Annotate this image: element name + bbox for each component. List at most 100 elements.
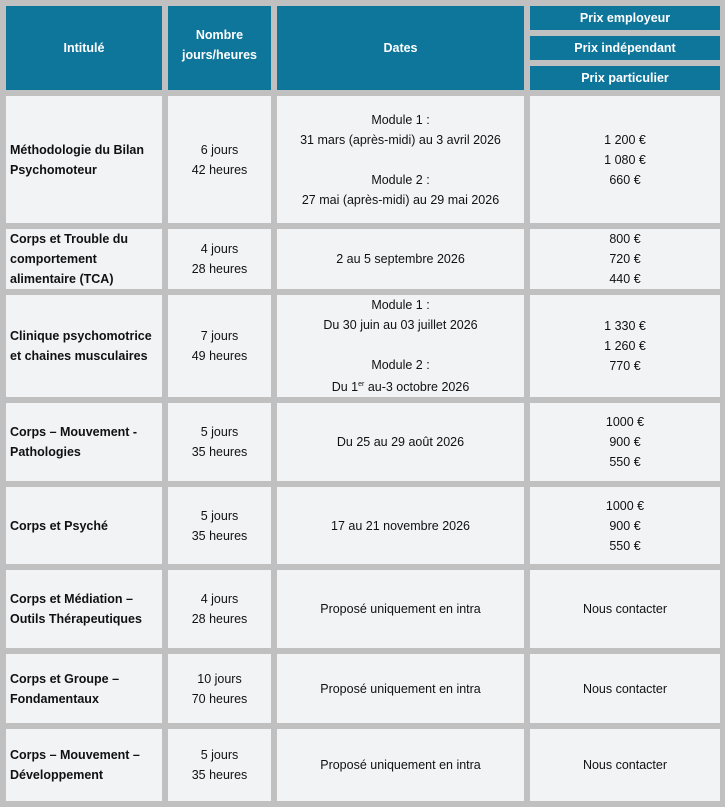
- course-prices: 1 200 € 1 080 € 660 €: [530, 96, 720, 223]
- course-title-line: Corps – Mouvement -: [10, 425, 138, 440]
- course-dates-line: 17 au 21 novembre 2026: [331, 518, 470, 533]
- table-row: Corps et Médiation – Outils Thérapeutique…: [6, 570, 720, 649]
- course-duration-line: 35 heures: [191, 445, 248, 460]
- course-prices-line: 900 €: [609, 435, 641, 450]
- course-duration-line: 4 jours: [200, 242, 239, 256]
- course-title: Méthodologie du Bilan Psychomoteur: [6, 96, 162, 223]
- course-duration: 7 jours 49 heures: [168, 295, 271, 398]
- course-dates: Proposé uniquement en intra: [277, 654, 524, 724]
- course-title: Corps – Mouvement - Pathologies: [6, 403, 162, 482]
- course-title-line: Corps et Psyché: [10, 518, 108, 533]
- course-prices-line: 1 330 €: [604, 319, 646, 334]
- course-duration-line: 49 heures: [191, 349, 248, 364]
- course-dates: 2 au 5 septembre 2026: [277, 229, 524, 289]
- course-title-line: Corps et Médiation –: [10, 592, 133, 607]
- course-dates-line: Module 2 :: [371, 172, 430, 187]
- course-duration-line: 35 heures: [191, 768, 248, 783]
- course-duration-line: 35 heures: [191, 528, 248, 543]
- course-duration-line: 6 jours: [200, 142, 239, 157]
- table-row: Corps – Mouvement - Pathologies 5 jours 35 …: [6, 403, 720, 482]
- course-duration-line: 5 jours: [200, 425, 239, 440]
- course-dates-line: Proposé uniquement en intra: [320, 758, 481, 773]
- course-prices-line: 720 €: [609, 252, 641, 266]
- course-dates-line: [281, 335, 520, 355]
- header-duration-line: jours/heures: [181, 48, 258, 62]
- course-duration-line: 28 heures: [191, 612, 248, 627]
- course-title: Corps et Trouble du comportement alimentai…: [6, 229, 162, 289]
- course-dates-line: Du 25 au 29 août 2026: [336, 435, 465, 450]
- course-prices-line: Nous contacter: [582, 681, 668, 696]
- course-title: Clinique psychomotrice et chaines muscula…: [6, 295, 162, 398]
- course-dates-line: Proposé uniquement en intra: [320, 681, 481, 696]
- course-duration-line: 7 jours: [200, 329, 239, 344]
- course-dates: Proposé uniquement en intra: [277, 729, 524, 802]
- header-dates: Dates: [277, 6, 524, 90]
- course-prices-line: 1 260 €: [604, 339, 646, 354]
- course-title-line: Corps et Groupe –: [10, 671, 120, 686]
- course-title: Corps – Mouvement – Développement: [6, 729, 162, 802]
- course-dates-line: [281, 150, 520, 170]
- course-prices: 1000 € 900 € 550 €: [530, 403, 720, 482]
- course-title: Corps et Médiation – Outils Thérapeutique…: [6, 570, 162, 649]
- course-prices-line: 660 €: [609, 172, 641, 187]
- date-part: Du 1: [331, 380, 359, 395]
- course-prices-line: 550 €: [609, 455, 641, 470]
- course-duration: 6 jours 42 heures: [168, 96, 271, 223]
- course-duration: 10 jours 70 heures: [168, 654, 271, 724]
- course-title-line: alimentaire (TCA): [10, 272, 114, 286]
- header-duration-line: Nombre: [195, 28, 244, 42]
- course-dates-line: 2 au 5 septembre 2026: [336, 252, 465, 266]
- course-prices: Nous contacter: [530, 570, 720, 649]
- course-prices: 1 330 € 1 260 € 770 €: [530, 295, 720, 398]
- course-prices-line: 1 080 €: [604, 152, 646, 167]
- course-title-line: Développement: [10, 768, 104, 783]
- course-title-line: comportement: [10, 252, 97, 266]
- course-duration-line: 70 heures: [191, 691, 248, 706]
- header-title: Intitulé: [6, 6, 162, 90]
- course-prices-line: 550 €: [609, 538, 641, 553]
- course-title-line: et chaines musculaires: [10, 349, 148, 364]
- course-dates: Module 1 : Du 30 juin au 03 juillet 2026 M…: [277, 295, 524, 398]
- course-prices-line: 1 200 €: [604, 132, 646, 147]
- course-duration-line: 10 jours: [197, 671, 242, 686]
- header-price-independent: Prix indépendant: [530, 36, 720, 60]
- course-dates: Proposé uniquement en intra: [277, 570, 524, 649]
- course-title-line: Clinique psychomotrice: [10, 329, 152, 344]
- course-prices-line: Nous contacter: [582, 758, 668, 773]
- course-dates-line: Module 1 :: [371, 112, 430, 127]
- course-prices: 1000 € 900 € 550 €: [530, 487, 720, 565]
- table-row: Corps et Trouble du comportement alimentai…: [6, 229, 720, 289]
- course-prices-line: 1000 €: [605, 415, 645, 430]
- course-prices-line: 1000 €: [605, 498, 645, 513]
- date-part: er: [358, 381, 365, 388]
- course-dates-line: 31 mars (après-midi) au 3 avril 2026: [300, 132, 501, 147]
- header-duration: Nombre jours/heures: [168, 6, 271, 90]
- course-dates: 17 au 21 novembre 2026: [277, 487, 524, 565]
- table-row: Corps et Psyché 5 jours 35 heures 17 au 21 …: [6, 487, 720, 565]
- course-dates: Module 1 : 31 mars (après-midi) au 3 avri…: [277, 96, 524, 223]
- course-duration: 4 jours 28 heures: [168, 570, 271, 649]
- course-dates-line: Proposé uniquement en intra: [320, 602, 481, 617]
- course-title-line: Corps et Trouble du: [10, 232, 129, 246]
- course-dates: Du 25 au 29 août 2026: [277, 403, 524, 482]
- course-duration-line: 4 jours: [200, 592, 239, 607]
- table-row: Méthodologie du Bilan Psychomoteur 6 jours…: [6, 96, 720, 223]
- course-prices: 800 € 720 € 440 €: [530, 229, 720, 289]
- course-title-line: Pathologies: [10, 445, 81, 460]
- course-dates-line: Module 2 :: [371, 358, 430, 372]
- course-prices-line: 900 €: [609, 518, 641, 533]
- course-duration-line: 42 heures: [191, 162, 248, 177]
- course-title-line: Méthodologie du Bilan: [10, 142, 145, 157]
- course-prices: Nous contacter: [530, 729, 720, 802]
- course-dates-line: Du 30 juin au 03 juillet 2026: [323, 318, 478, 332]
- table-row: Corps et Groupe – Fondamentaux 10 jours 70 …: [6, 654, 720, 724]
- course-dates-line: Module 1 :: [371, 298, 430, 312]
- course-prices-line: 770 €: [609, 359, 641, 374]
- course-dates-line: Du 1er au-3 octobre 2026: [281, 375, 520, 397]
- course-title: Corps et Groupe – Fondamentaux: [6, 654, 162, 724]
- header-price-employer: Prix employeur: [530, 6, 720, 30]
- course-title-line: Outils Thérapeutiques: [10, 612, 142, 627]
- date-part: au-3 octobre 2026: [364, 380, 470, 395]
- course-title-line: Corps – Mouvement –: [10, 748, 140, 763]
